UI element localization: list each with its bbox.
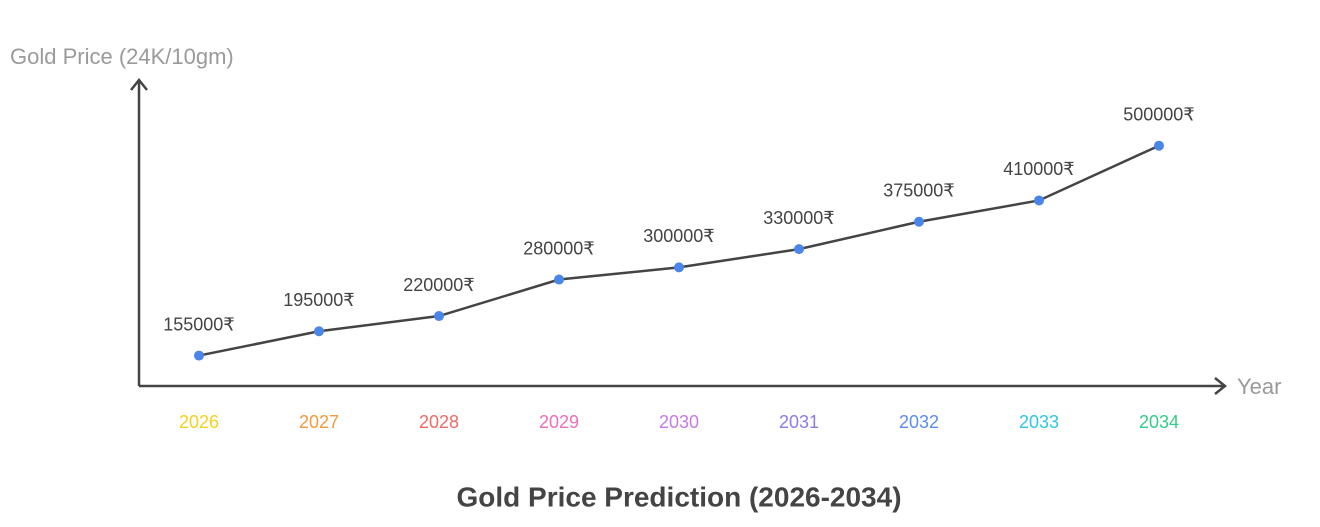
data-label: 220000₹	[403, 275, 475, 295]
data-label: 500000₹	[1123, 104, 1195, 124]
x-tick-label: 2026	[179, 412, 219, 432]
data-point	[914, 216, 924, 227]
chart-title: Gold Price Prediction (2026-2034)	[456, 481, 901, 512]
data-label: 155000₹	[163, 314, 235, 334]
x-axis-arrow	[1214, 377, 1228, 395]
data-label: 300000₹	[643, 226, 715, 246]
x-tick-label: 2030	[659, 412, 699, 432]
data-point	[554, 274, 564, 285]
data-label: 375000₹	[883, 180, 955, 200]
data-point	[314, 326, 324, 337]
y-axis-label: Gold Price (24K/10gm)	[10, 44, 234, 69]
x-tick-label: 2027	[299, 412, 339, 432]
y-axis-arrow	[130, 77, 148, 91]
data-point	[1154, 140, 1164, 151]
data-point	[794, 244, 804, 255]
axes	[130, 77, 1228, 395]
data-label: 280000₹	[523, 238, 595, 258]
data-label: 410000₹	[1003, 159, 1075, 179]
x-tick-label: 2032	[899, 412, 939, 432]
x-axis-label: Year	[1237, 374, 1281, 399]
x-tick-label: 2034	[1139, 412, 1179, 432]
data-point	[194, 350, 204, 361]
data-point	[434, 311, 444, 322]
data-label: 195000₹	[283, 290, 355, 310]
x-tick-label: 2028	[419, 412, 459, 432]
x-tick-label: 2033	[1019, 412, 1059, 432]
x-tick-label: 2031	[779, 412, 819, 432]
data-point	[1034, 195, 1044, 206]
x-tick-label: 2029	[539, 412, 579, 432]
data-point	[674, 262, 684, 273]
data-label: 330000₹	[763, 208, 835, 228]
